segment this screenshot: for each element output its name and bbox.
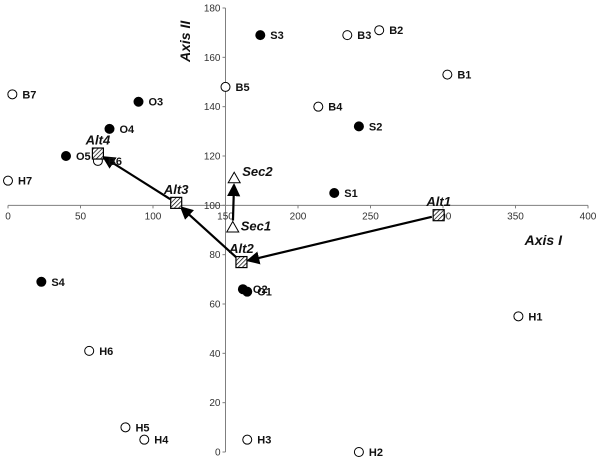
arrow-sec1-to-sec2 (227, 182, 241, 221)
point-h2 (353, 447, 364, 457)
label-o2: O2 (253, 284, 268, 296)
label-h2: H2 (369, 447, 383, 459)
point-sec1 (225, 220, 240, 233)
x-tick-label: 50 (75, 211, 87, 222)
point-h4 (139, 434, 150, 445)
label-h6: H6 (99, 346, 113, 358)
label-b4: B4 (328, 102, 343, 114)
label-b7: B7 (22, 89, 36, 101)
x-tick-label: 100 (145, 211, 162, 222)
point-h5 (120, 422, 131, 433)
point-b5 (220, 81, 231, 92)
label-o3: O3 (149, 97, 164, 109)
point-o3 (133, 96, 144, 107)
label-s4: S4 (51, 277, 65, 289)
x-tick-label: 350 (507, 211, 524, 222)
label-sec1: Sec1 (241, 219, 271, 234)
label-h7: H7 (18, 176, 32, 188)
point-alt2 (235, 255, 248, 269)
y-tick-label: 80 (209, 250, 221, 261)
y-tick-label: 40 (209, 349, 221, 360)
label-b2: B2 (389, 25, 403, 37)
point-b2 (374, 25, 385, 36)
x-axis-title: Axis I (524, 232, 563, 248)
x-tick-label: 200 (290, 211, 307, 222)
y-tick-label: 0 (215, 448, 221, 459)
point-b3 (342, 30, 353, 41)
label-sec2: Sec2 (242, 164, 273, 179)
y-tick-label: 180 (204, 4, 221, 15)
point-alt4 (91, 147, 105, 160)
label-b3: B3 (357, 30, 371, 42)
label-o5: O5 (76, 151, 91, 163)
point-b4 (313, 101, 324, 112)
point-sec2 (227, 171, 242, 184)
y-tick-label: 120 (204, 152, 221, 163)
point-alt1 (432, 209, 445, 222)
point-h1 (513, 311, 524, 322)
x-tick-label: 400 (580, 211, 597, 222)
arrow-alt3-to-alt4 (101, 156, 171, 201)
point-h6 (84, 345, 95, 356)
point-h7 (3, 175, 13, 186)
label-s2: S2 (369, 121, 382, 133)
point-o4 (104, 123, 115, 134)
label-alt4: Alt4 (85, 133, 111, 148)
y-tick-label: 160 (204, 53, 221, 64)
point-s4 (36, 276, 47, 287)
arrow-alt1-to-alt2 (246, 215, 433, 265)
label-h5: H5 (135, 422, 149, 434)
x-tick-label: 250 (362, 211, 379, 222)
point-s2 (353, 121, 364, 132)
point-h3 (242, 434, 253, 445)
label-b6: B6 (108, 156, 122, 168)
y-axis-title: Axis II (177, 20, 193, 63)
y-tick-label: 140 (204, 102, 221, 113)
point-s1 (329, 188, 340, 198)
label-b1: B1 (457, 70, 471, 82)
point-alt3 (170, 196, 183, 209)
y-tick-label: 20 (209, 398, 221, 409)
label-s3: S3 (270, 30, 283, 42)
y-tick-label: 100 (204, 201, 221, 212)
label-h1: H1 (528, 311, 542, 323)
point-o5 (61, 151, 71, 161)
x-tick-label: 0 (5, 211, 11, 222)
point-b7 (7, 89, 18, 100)
label-s1: S1 (344, 188, 357, 200)
x-tick-label: 150 (217, 211, 234, 222)
label-o1: O1 (257, 287, 272, 299)
label-h3: H3 (257, 435, 271, 447)
label-alt3: Alt3 (163, 182, 189, 197)
label-o4: O4 (120, 124, 136, 136)
label-b5: B5 (236, 82, 250, 94)
arrow-alt2-to-alt3 (179, 206, 238, 259)
label-alt1: Alt1 (425, 194, 451, 209)
point-s3 (255, 30, 266, 41)
point-o2 (237, 284, 248, 295)
label-alt2: Alt2 (228, 241, 254, 256)
y-tick-label: 60 (209, 300, 221, 311)
point-b1 (442, 69, 453, 80)
label-h4: H4 (154, 435, 169, 447)
